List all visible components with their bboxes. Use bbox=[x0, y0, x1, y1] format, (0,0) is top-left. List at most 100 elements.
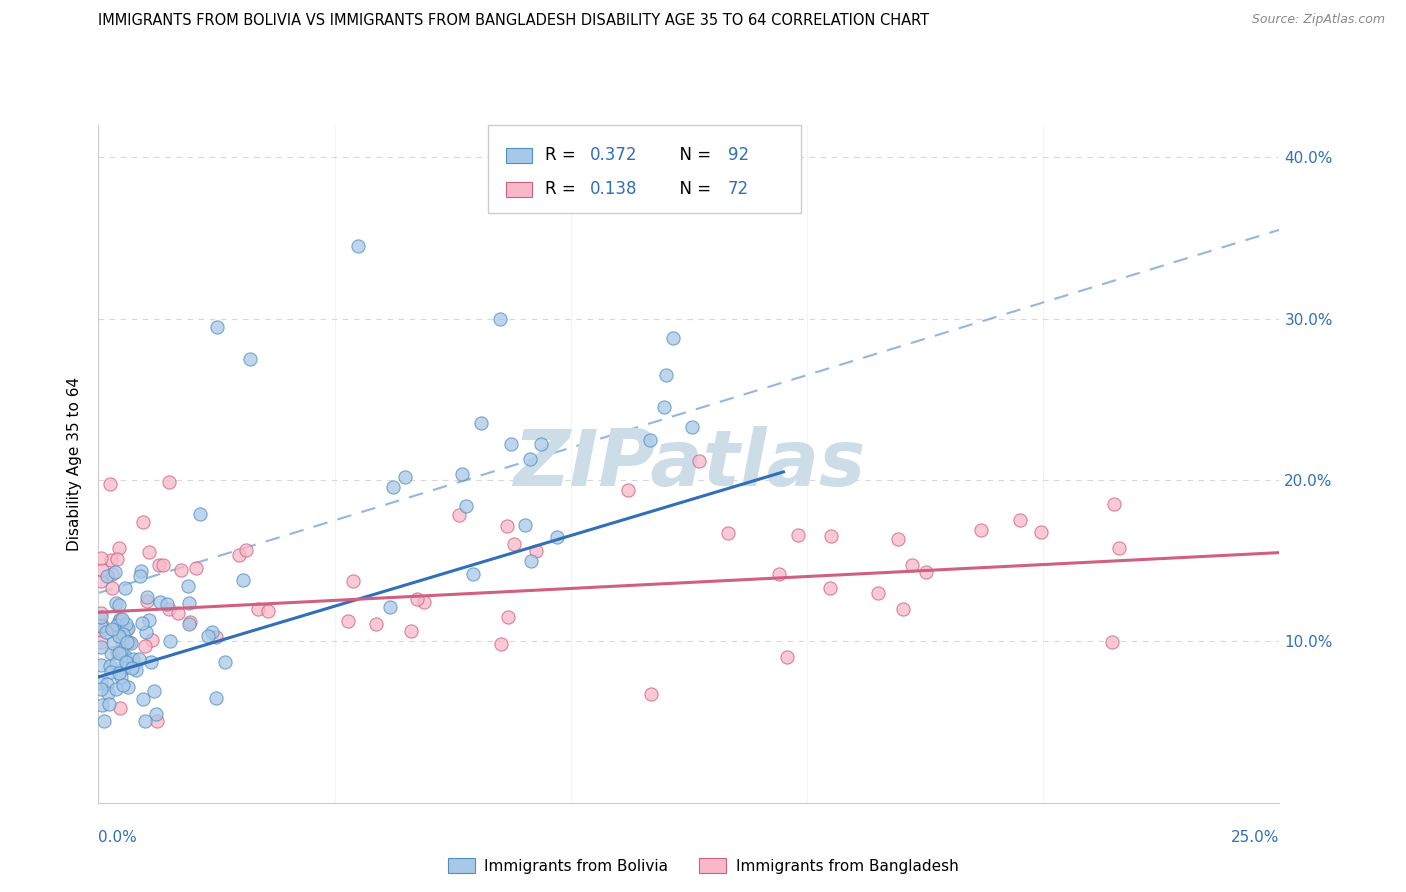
Point bbox=[546, 530, 568, 544]
Point bbox=[197, 629, 219, 643]
Point bbox=[97, 685, 120, 699]
Point bbox=[399, 624, 422, 639]
Point bbox=[159, 602, 181, 616]
Point bbox=[118, 635, 141, 649]
Point bbox=[104, 622, 127, 636]
Point bbox=[138, 544, 160, 558]
Point bbox=[451, 467, 474, 481]
Point bbox=[107, 665, 129, 680]
Text: N =: N = bbox=[669, 146, 716, 164]
Point bbox=[166, 607, 188, 621]
Point bbox=[146, 714, 169, 728]
Point bbox=[717, 525, 740, 540]
Point bbox=[900, 558, 922, 572]
Point bbox=[205, 319, 228, 334]
Text: N =: N = bbox=[669, 180, 716, 198]
Point bbox=[152, 558, 174, 572]
Point bbox=[91, 618, 114, 632]
Text: 25.0%: 25.0% bbox=[1232, 830, 1279, 845]
Text: 0.0%: 0.0% bbox=[98, 830, 138, 845]
Point bbox=[342, 574, 364, 588]
Text: ZIPatlas: ZIPatlas bbox=[513, 425, 865, 502]
Point bbox=[145, 707, 167, 722]
Text: 0.372: 0.372 bbox=[589, 146, 637, 164]
Text: R =: R = bbox=[546, 146, 581, 164]
Point bbox=[90, 658, 112, 673]
Point bbox=[132, 692, 155, 706]
Point bbox=[90, 550, 112, 565]
Point bbox=[380, 600, 402, 615]
Point bbox=[105, 552, 128, 566]
Point bbox=[100, 646, 122, 660]
Point bbox=[132, 515, 155, 529]
Point bbox=[406, 591, 429, 606]
Text: 0.138: 0.138 bbox=[589, 180, 637, 198]
Point bbox=[470, 417, 492, 431]
Point bbox=[177, 578, 200, 592]
Point bbox=[337, 614, 360, 628]
Point bbox=[112, 661, 135, 675]
Text: IMMIGRANTS FROM BOLIVIA VS IMMIGRANTS FROM BANGLADESH DISABILITY AGE 35 TO 64 CO: IMMIGRANTS FROM BOLIVIA VS IMMIGRANTS FR… bbox=[98, 13, 929, 29]
Point bbox=[115, 635, 138, 649]
Y-axis label: Disability Age 35 to 64: Disability Age 35 to 64 bbox=[67, 376, 83, 551]
Point bbox=[177, 596, 200, 610]
Point bbox=[91, 698, 114, 712]
Point bbox=[115, 617, 138, 632]
Point bbox=[107, 541, 129, 555]
Point bbox=[169, 563, 191, 577]
Text: Source: ZipAtlas.com: Source: ZipAtlas.com bbox=[1251, 13, 1385, 27]
Point bbox=[228, 549, 250, 563]
FancyBboxPatch shape bbox=[506, 182, 531, 197]
Point bbox=[519, 451, 541, 466]
Point bbox=[159, 633, 181, 648]
Point bbox=[454, 500, 477, 514]
Point bbox=[257, 604, 280, 618]
Point bbox=[111, 633, 134, 648]
Point bbox=[489, 637, 512, 651]
Point bbox=[157, 475, 180, 490]
Point bbox=[110, 671, 132, 685]
Point bbox=[96, 569, 118, 583]
Point bbox=[205, 690, 228, 705]
Point bbox=[125, 663, 148, 677]
Point bbox=[866, 586, 889, 600]
Point bbox=[114, 581, 136, 595]
Point bbox=[107, 646, 129, 660]
Point bbox=[129, 569, 152, 583]
Point bbox=[239, 351, 262, 366]
Point bbox=[688, 454, 710, 468]
Point bbox=[100, 553, 122, 567]
Point bbox=[131, 564, 153, 578]
Point bbox=[98, 659, 121, 673]
Point bbox=[121, 658, 143, 673]
Point bbox=[104, 565, 127, 579]
Point bbox=[90, 610, 112, 624]
Text: 92: 92 bbox=[728, 146, 749, 164]
Point bbox=[654, 368, 676, 382]
FancyBboxPatch shape bbox=[488, 125, 801, 213]
Point bbox=[662, 331, 685, 345]
Point bbox=[117, 681, 139, 695]
Point bbox=[141, 633, 163, 648]
Point bbox=[138, 613, 160, 627]
Point bbox=[90, 634, 112, 648]
Point bbox=[524, 544, 547, 558]
Legend: Immigrants from Bolivia, Immigrants from Bangladesh: Immigrants from Bolivia, Immigrants from… bbox=[441, 852, 965, 880]
Point bbox=[135, 594, 157, 608]
Point bbox=[117, 621, 139, 635]
Point bbox=[142, 683, 165, 698]
Point bbox=[156, 597, 179, 611]
Point bbox=[461, 567, 484, 582]
Point bbox=[115, 656, 138, 670]
Point bbox=[412, 595, 434, 609]
Point bbox=[105, 645, 128, 659]
Point bbox=[122, 652, 145, 666]
Point bbox=[681, 419, 703, 434]
Point bbox=[96, 677, 118, 691]
Point bbox=[104, 596, 127, 610]
Point bbox=[818, 581, 841, 595]
Point bbox=[891, 602, 914, 616]
Point bbox=[90, 676, 112, 690]
Point bbox=[499, 437, 522, 451]
Point bbox=[149, 595, 172, 609]
